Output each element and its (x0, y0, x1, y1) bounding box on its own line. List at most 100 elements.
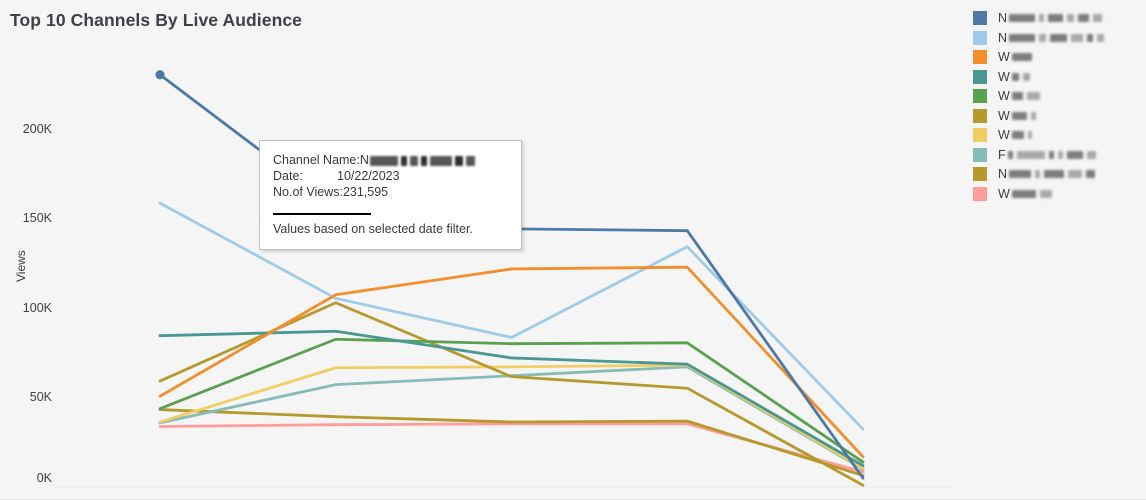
legend-label: W (998, 70, 1034, 84)
legend-label: W (998, 187, 1056, 201)
legend-label-visible-letter: W (998, 186, 1010, 201)
legend-label: W (998, 89, 1044, 103)
tooltip: Channel Name: N Date: 10/22/2023 No.of V… (259, 140, 522, 250)
series-line-5[interactable] (158, 337, 865, 464)
redacted-text-block (1009, 170, 1032, 179)
y-axis-title: Views (14, 250, 28, 282)
redacted-text-block (400, 155, 407, 166)
redacted-text-block (409, 155, 418, 166)
redacted-text-block (1011, 111, 1027, 120)
redacted-text-block (1087, 33, 1094, 42)
legend-swatch (973, 186, 987, 201)
legend-label-visible-letter: W (998, 50, 1010, 65)
legend-item-5[interactable]: W (973, 89, 1108, 104)
tooltip-channel-row: Channel Name: N (273, 152, 508, 168)
redacted-text-block (1011, 72, 1019, 81)
series-line-4[interactable] (158, 329, 865, 468)
legend-item-3[interactable]: W (973, 50, 1108, 65)
series-line-7[interactable] (158, 363, 865, 470)
legend-swatch (973, 128, 987, 143)
legend-swatch (973, 167, 987, 182)
y-tick-100k: 100K (22, 301, 52, 315)
legend-item-6[interactable]: W (973, 108, 1108, 124)
redacted-text-block (429, 155, 452, 166)
y-tick-150k: 150K (22, 211, 52, 225)
redacted-text-block (1011, 131, 1024, 140)
redacted-text-block (1009, 14, 1036, 23)
redacted-text-block (1011, 92, 1023, 101)
series-line-10[interactable] (158, 422, 865, 474)
redacted-text-block (1016, 150, 1045, 159)
legend-swatch (973, 147, 987, 162)
redacted-text-block (1044, 170, 1065, 179)
redacted-text-block (465, 155, 475, 166)
legend-label: N (998, 11, 1106, 25)
legend-label-visible-letter: W (998, 128, 1010, 143)
redacted-text-block (420, 155, 427, 166)
legend-label-visible-letter: W (998, 89, 1010, 104)
legend-label: W (998, 109, 1040, 123)
redacted-text-block (1048, 150, 1054, 159)
legend-label: N (998, 31, 1108, 45)
redacted-text-block (1022, 72, 1030, 81)
legend-item-2[interactable]: N (973, 30, 1108, 46)
tooltip-channel-label: Channel Name: (273, 153, 360, 167)
tooltip-footnote: Values based on selected date filter. (273, 222, 473, 236)
redacted-text-block (1078, 14, 1090, 23)
redacted-text-block (1039, 33, 1047, 42)
redacted-text-block (1086, 170, 1096, 179)
legend-item-9[interactable]: N (973, 167, 1108, 182)
redacted-text-block (1068, 170, 1083, 179)
redacted-text-block (1007, 150, 1013, 159)
redacted-text-block (1026, 92, 1040, 101)
series-line-3[interactable] (158, 265, 865, 459)
legend-item-8[interactable]: F (973, 147, 1108, 163)
redacted-text-block (1011, 53, 1032, 62)
legend-label: F (998, 148, 1100, 162)
legend-swatch (973, 11, 987, 26)
redacted-text-block (1093, 14, 1103, 23)
redacted-text-block (1027, 131, 1032, 140)
legend-label: W (998, 50, 1036, 64)
redacted-text-block (1086, 150, 1096, 159)
legend-swatch (973, 50, 987, 65)
redacted-text-block (1048, 14, 1064, 23)
redacted-text-block (1009, 33, 1036, 42)
tooltip-date-value: 10/22/2023 (337, 169, 400, 183)
redacted-text-block (1030, 111, 1036, 120)
redacted-text-block (369, 155, 398, 166)
redacted-text-block (1071, 33, 1084, 42)
legend-swatch (973, 30, 987, 45)
legend-label-visible-letter: N (998, 30, 1008, 45)
legend-item-1[interactable]: N (973, 11, 1108, 26)
redacted-text-block (1066, 150, 1083, 159)
tooltip-views-value: 231,595 (342, 185, 389, 199)
series-line-2[interactable] (158, 201, 865, 431)
legend-label-visible-letter: W (998, 108, 1010, 123)
series-line-9[interactable] (158, 408, 865, 477)
legend-label-visible-letter: F (998, 147, 1006, 162)
series-line-1[interactable] (158, 73, 865, 480)
redacted-text-block (1039, 189, 1052, 198)
redacted-text-block (1039, 14, 1045, 23)
tooltip-views-label: No.of Views: (273, 185, 343, 199)
redacted-text-block (1067, 14, 1075, 23)
hovered-point-marker[interactable] (155, 70, 165, 80)
legend-swatch (973, 89, 987, 104)
y-tick-0k: 0K (36, 471, 52, 485)
redacted-text-block (1057, 150, 1063, 159)
series-line-8[interactable] (158, 365, 865, 471)
redacted-text-block (454, 155, 463, 166)
legend-item-4[interactable]: W (973, 69, 1108, 85)
redacted-text-block (1011, 189, 1036, 198)
page-title: Top 10 Channels By Live Audience (10, 10, 303, 30)
legend-item-10[interactable]: W (973, 186, 1108, 202)
legend-label-visible-letter: W (998, 69, 1010, 84)
legend-label: W (998, 128, 1036, 142)
tooltip-date-row: Date: 10/22/2023 (273, 168, 508, 184)
legend-swatch (973, 69, 987, 84)
redacted-text-block (1050, 33, 1068, 42)
legend-item-7[interactable]: W (973, 128, 1108, 143)
